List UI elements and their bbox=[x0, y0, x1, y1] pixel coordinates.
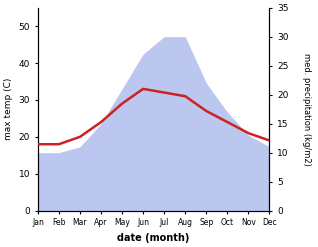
Y-axis label: max temp (C): max temp (C) bbox=[4, 78, 13, 140]
Y-axis label: med. precipitation (kg/m2): med. precipitation (kg/m2) bbox=[302, 53, 311, 165]
X-axis label: date (month): date (month) bbox=[117, 233, 190, 243]
